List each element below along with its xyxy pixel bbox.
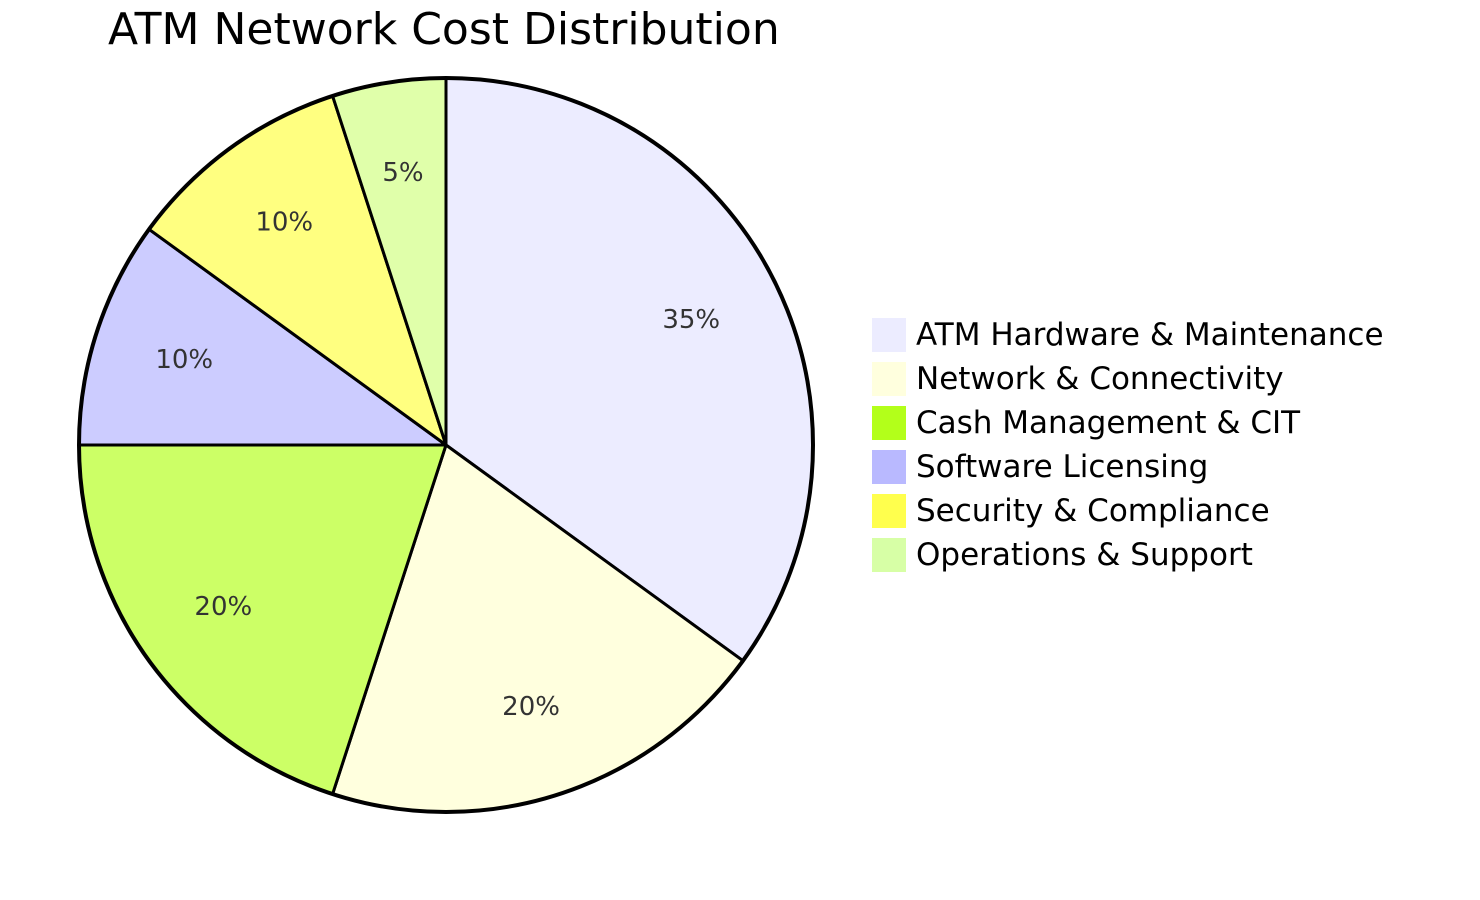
legend-label: Software Licensing [916,449,1209,485]
slice-value-label: 35% [662,305,720,335]
legend-item: Network & Connectivity [872,357,1384,401]
legend-item: Software Licensing [872,445,1384,489]
chart-title: ATM Network Cost Distribution [108,4,780,55]
legend-swatch [872,494,906,528]
slice-value-label: 20% [502,692,560,722]
legend-label: Cash Management & CIT [916,405,1301,441]
slice-value-label: 10% [155,345,213,375]
legend-swatch [872,450,906,484]
legend-swatch [872,318,906,352]
pie-labels: 35% 20% 20% 10% 10% 5% [155,158,720,722]
legend-item: Cash Management & CIT [872,401,1384,445]
legend-swatch [872,362,906,396]
legend-label: Security & Compliance [916,493,1270,529]
legend-item: Operations & Support [872,533,1384,577]
slice-value-label: 5% [382,158,423,188]
legend-item: ATM Hardware & Maintenance [872,313,1384,357]
slice-value-label: 20% [194,592,252,622]
pie-slices [77,76,815,814]
legend: ATM Hardware & Maintenance Network & Conn… [872,313,1384,577]
legend-label: Network & Connectivity [916,361,1284,397]
pie-outline [77,76,815,814]
legend-item: Security & Compliance [872,489,1384,533]
legend-swatch [872,538,906,572]
legend-swatch [872,406,906,440]
legend-label: ATM Hardware & Maintenance [916,317,1384,353]
legend-label: Operations & Support [916,537,1253,573]
slice-value-label: 10% [255,207,313,237]
